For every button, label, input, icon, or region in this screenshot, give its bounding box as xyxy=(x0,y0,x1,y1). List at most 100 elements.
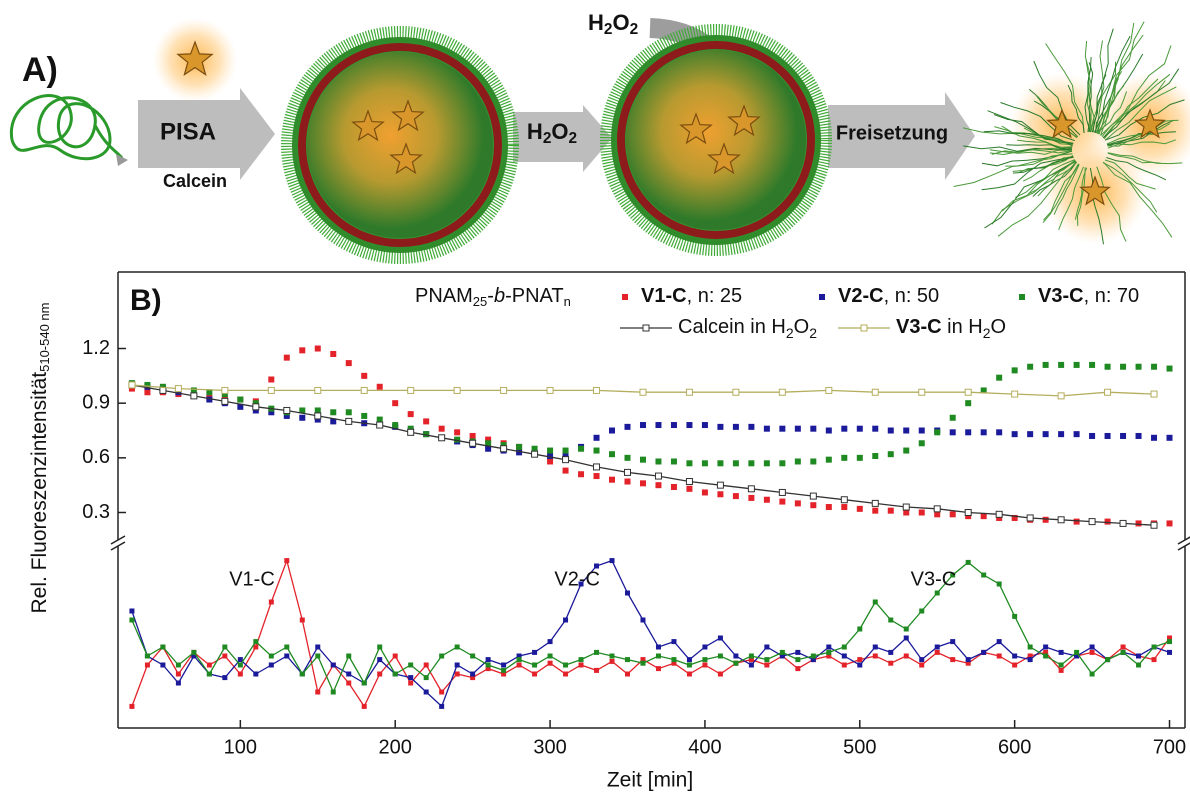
subscript: 2 xyxy=(786,325,794,341)
data-point xyxy=(439,690,444,695)
data-point xyxy=(934,429,940,435)
data-point xyxy=(284,355,290,361)
data-point xyxy=(377,384,383,390)
data-point xyxy=(841,504,847,510)
data-point xyxy=(1043,654,1048,659)
data-point xyxy=(779,460,785,466)
data-point xyxy=(795,650,800,655)
data-point xyxy=(1105,364,1111,370)
data-point xyxy=(795,657,800,662)
data-point xyxy=(238,663,243,668)
data-point xyxy=(284,654,289,659)
panel-label: B) xyxy=(130,284,162,317)
data-point xyxy=(361,373,367,379)
data-point xyxy=(1136,654,1141,659)
data-point xyxy=(857,455,863,461)
axis-break xyxy=(1178,536,1190,544)
data-point xyxy=(129,618,134,623)
data-point xyxy=(563,448,569,454)
data-point xyxy=(1058,431,1064,437)
data-point xyxy=(841,497,847,503)
data-point xyxy=(1089,362,1095,368)
data-point xyxy=(702,645,707,650)
legend-marker xyxy=(1019,294,1025,300)
data-point xyxy=(656,666,661,671)
data-point xyxy=(997,639,1002,644)
data-point xyxy=(594,387,600,393)
data-point xyxy=(1012,431,1018,437)
text-part: H xyxy=(527,119,543,144)
data-point xyxy=(1012,663,1017,668)
data-point xyxy=(671,484,677,490)
data-point xyxy=(748,460,754,466)
legend-marker xyxy=(861,325,867,331)
legend-name: Calcein in H2O2 xyxy=(678,316,817,340)
data-point xyxy=(579,663,584,668)
data-point xyxy=(857,663,862,668)
data-point xyxy=(671,458,677,464)
data-point xyxy=(470,440,476,446)
data-point xyxy=(857,426,863,432)
data-point xyxy=(1151,435,1157,441)
x-tick-label: 400 xyxy=(688,736,721,758)
data-point xyxy=(315,413,321,419)
x-tick-label: 300 xyxy=(533,736,566,758)
data-point xyxy=(686,479,692,485)
data-point xyxy=(408,429,414,435)
text-part: Calcein in H xyxy=(678,316,786,338)
data-point xyxy=(702,657,707,662)
data-point xyxy=(1105,433,1111,439)
data-point xyxy=(610,659,615,664)
data-point xyxy=(779,489,785,495)
data-point xyxy=(686,460,692,466)
data-point xyxy=(903,448,909,454)
data-point xyxy=(764,663,769,668)
data-point xyxy=(517,663,522,668)
data-point xyxy=(764,460,770,466)
data-point xyxy=(1136,433,1142,439)
data-point xyxy=(733,389,739,395)
data-point xyxy=(563,457,569,463)
data-point xyxy=(1121,645,1126,650)
data-point xyxy=(1151,364,1157,370)
data-point xyxy=(795,426,801,432)
data-point xyxy=(981,650,986,655)
data-point xyxy=(950,639,955,644)
data-point xyxy=(795,458,801,464)
subscript: 2 xyxy=(809,325,817,341)
data-point xyxy=(331,663,336,668)
data-point xyxy=(563,672,568,677)
data-point xyxy=(1058,393,1064,399)
data-point xyxy=(1028,657,1033,662)
data-point xyxy=(996,375,1002,381)
data-point xyxy=(454,429,460,435)
data-point xyxy=(609,428,615,434)
legend-note: , n: 50 xyxy=(884,285,940,307)
data-point xyxy=(129,704,134,709)
data-point xyxy=(655,458,661,464)
data-point xyxy=(795,500,801,506)
data-point xyxy=(1105,519,1111,525)
data-point xyxy=(486,663,491,668)
data-point xyxy=(1167,435,1173,441)
data-point xyxy=(655,482,661,488)
data-point xyxy=(655,422,661,428)
data-point xyxy=(717,424,723,430)
data-point xyxy=(346,681,351,686)
data-point xyxy=(222,675,227,680)
data-point xyxy=(640,422,646,428)
data-point xyxy=(888,650,893,655)
data-point xyxy=(222,398,228,404)
data-point xyxy=(594,650,599,655)
data-point xyxy=(950,511,956,517)
data-point xyxy=(1027,364,1033,370)
data-point xyxy=(610,654,615,659)
data-point xyxy=(1167,639,1172,644)
vesicle-core xyxy=(307,52,493,238)
data-point xyxy=(919,428,925,434)
data-point xyxy=(439,704,444,709)
data-point xyxy=(656,654,661,659)
data-point xyxy=(625,591,630,596)
data-point xyxy=(176,663,181,668)
data-point xyxy=(129,382,135,388)
